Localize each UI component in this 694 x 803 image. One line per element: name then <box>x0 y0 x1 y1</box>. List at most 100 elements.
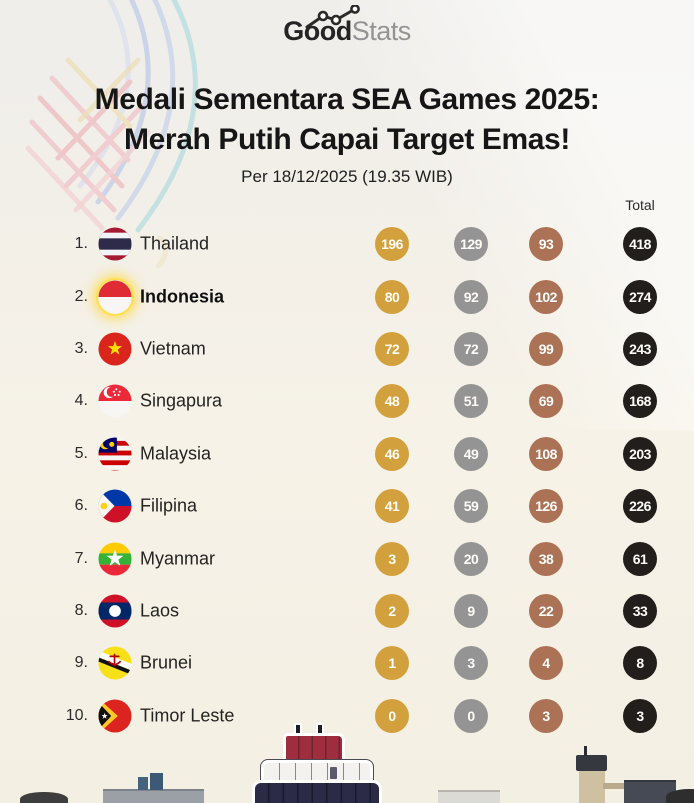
bronze-medal-count: 126 <box>529 489 563 524</box>
silver-medal-count: 72 <box>454 331 488 366</box>
table-row: 4. Singapura 48 51 69 168 <box>0 375 694 427</box>
gold-medal-count: 72 <box>375 331 409 366</box>
tower-bridge-icon <box>603 783 625 789</box>
rank-label: 7. <box>74 549 88 567</box>
silver-medal-count: 20 <box>454 541 488 576</box>
title-line-1: Medali Sementara SEA Games 2025: <box>94 83 600 116</box>
rooftop-box-icon <box>150 773 163 790</box>
rank-label: 2. <box>74 287 88 305</box>
rank-label: 4. <box>74 392 88 410</box>
stadium-illustration <box>252 720 382 803</box>
stadium-emblem-icon <box>330 767 337 779</box>
total-medal-count: 274 <box>623 279 657 314</box>
gold-medal-count: 48 <box>375 384 409 419</box>
gold-medal-count: 3 <box>375 541 409 576</box>
country-name: Indonesia <box>140 286 225 307</box>
country-name: Thailand <box>140 233 210 254</box>
gold-medal-count: 1 <box>375 646 409 681</box>
bronze-medal-count: 4 <box>529 646 563 681</box>
dome-building-left-icon <box>20 792 68 803</box>
poster-subtitle: Per 18/12/2025 (19.35 WIB) <box>241 167 453 186</box>
total-medal-count: 203 <box>623 436 657 471</box>
dark-building-right-icon <box>624 780 676 803</box>
stadium-navy-base <box>252 780 382 803</box>
dome-building-right-icon <box>666 789 694 803</box>
table-row: 6. Filipina 41 59 126 226 <box>0 480 694 532</box>
tower-building-right-icon <box>579 768 605 803</box>
rank-label: 10. <box>65 706 88 724</box>
country-name: Myanmar <box>140 548 216 569</box>
country-flag-icon <box>98 646 132 680</box>
country-name: Filipina <box>140 495 198 516</box>
flat-building-left-icon <box>103 789 204 803</box>
low-building-center-icon <box>438 790 500 803</box>
total-medal-count: 418 <box>623 227 657 262</box>
total-medal-count: 61 <box>623 541 657 576</box>
bronze-medal-count: 38 <box>529 541 563 576</box>
silver-medal-count: 9 <box>454 593 488 628</box>
gold-medal-count: 196 <box>375 227 409 262</box>
country-flag-icon <box>98 594 132 628</box>
silver-medal-count: 49 <box>454 436 488 471</box>
bronze-medal-count: 3 <box>529 698 563 733</box>
country-name: Vietnam <box>140 338 206 359</box>
country-name: Laos <box>140 600 180 621</box>
tower-antenna-icon <box>584 746 587 756</box>
tower-roof-icon <box>576 755 607 771</box>
country-flag-icon <box>98 384 132 418</box>
country-name: Malaysia <box>140 443 212 464</box>
silver-medal-count: 51 <box>454 384 488 419</box>
goodstats-logo: GoodStats <box>0 5 694 47</box>
total-column-header: Total <box>625 197 655 213</box>
total-medal-count: 226 <box>623 489 657 524</box>
rooftop-box-icon <box>138 777 148 790</box>
table-row: 5. Malaysia 46 49 108 203 <box>0 428 694 480</box>
gold-medal-count: 46 <box>375 436 409 471</box>
country-flag-icon <box>98 699 132 733</box>
total-medal-count: 168 <box>623 384 657 419</box>
country-name: Brunei <box>140 652 193 673</box>
table-row: 3. Vietnam 72 72 99 243 <box>0 323 694 375</box>
gold-medal-count: 41 <box>375 489 409 524</box>
table-row: 7. Myanmar 3 20 38 61 <box>0 532 694 584</box>
poster-title: Medali Sementara SEA Games 2025: Merah P… <box>0 80 694 160</box>
table-row: 8. Laos 2 9 22 33 <box>0 585 694 637</box>
table-row: 10. Timor Leste 0 0 3 3 <box>0 690 694 742</box>
trend-line-icon <box>305 5 361 29</box>
country-flag-icon <box>98 489 132 523</box>
total-medal-count: 8 <box>623 646 657 681</box>
table-row: 2. Indonesia 80 92 102 274 <box>0 270 694 322</box>
country-flag-icon <box>98 332 132 366</box>
medal-table-rows: 1. Thailand 196 129 93 418 2. Indonesia … <box>0 218 694 742</box>
total-medal-count: 243 <box>623 331 657 366</box>
table-row: 9. Brunei 1 3 4 8 <box>0 637 694 689</box>
gold-medal-count: 0 <box>375 698 409 733</box>
rank-label: 8. <box>74 601 88 619</box>
country-name: Singapura <box>140 390 223 411</box>
rank-label: 1. <box>74 235 88 253</box>
silver-medal-count: 59 <box>454 489 488 524</box>
bronze-medal-count: 69 <box>529 384 563 419</box>
rank-label: 3. <box>74 339 88 357</box>
logo-text-light: Stats <box>351 16 412 46</box>
silver-medal-count: 3 <box>454 646 488 681</box>
table-row: 1. Thailand 196 129 93 418 <box>0 218 694 270</box>
rank-label: 6. <box>74 497 88 515</box>
silver-medal-count: 0 <box>454 698 488 733</box>
country-flag-icon <box>98 542 132 576</box>
country-flag-icon <box>98 227 132 261</box>
silver-medal-count: 129 <box>454 227 488 262</box>
bronze-medal-count: 108 <box>529 436 563 471</box>
total-medal-count: 33 <box>623 593 657 628</box>
rank-label: 9. <box>74 654 88 672</box>
title-line-2: Merah Putih Capai Target Emas! <box>124 123 570 156</box>
country-name: Timor Leste <box>140 705 235 726</box>
country-flag-icon <box>98 280 132 314</box>
gold-medal-count: 80 <box>375 279 409 314</box>
silver-medal-count: 92 <box>454 279 488 314</box>
bronze-medal-count: 22 <box>529 593 563 628</box>
bronze-medal-count: 102 <box>529 279 563 314</box>
gold-medal-count: 2 <box>375 593 409 628</box>
country-flag-icon <box>98 437 132 471</box>
